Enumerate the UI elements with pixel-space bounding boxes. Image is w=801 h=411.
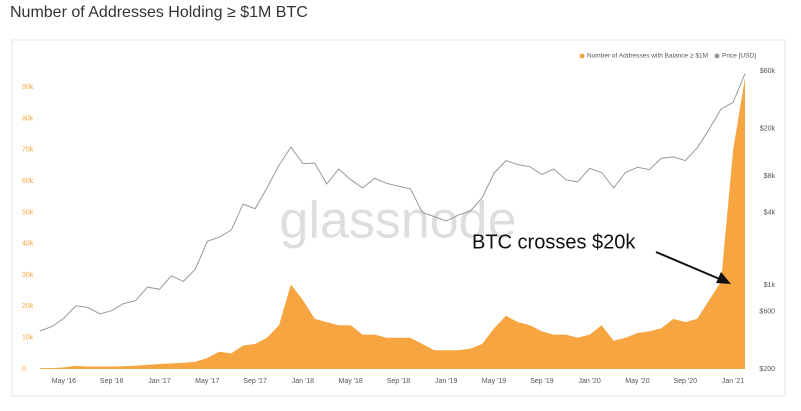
y-tick-label: 70k	[22, 147, 34, 154]
y2-tick-label: $8k	[764, 173, 776, 180]
chart-frame	[11, 39, 786, 397]
watermark: glassnode	[279, 192, 516, 250]
x-tick-label: Jan '18	[292, 378, 314, 385]
x-tick-label: Jan '20	[578, 378, 600, 385]
y2-tick-label: $60k	[760, 68, 776, 75]
x-tick-label: Sep '18	[387, 378, 411, 385]
y-tick-label: 80k	[22, 115, 34, 122]
y-tick-label: 40k	[22, 241, 34, 248]
x-tick-label: May '20	[625, 378, 649, 385]
annotation: BTC crosses $20k	[472, 231, 636, 253]
legend-swatch	[579, 53, 585, 59]
x-tick-label: May '17	[195, 378, 219, 385]
y-tick-label: 90k	[22, 84, 34, 91]
x-tick-label: May '19	[482, 378, 506, 385]
y-tick-label: 50k	[22, 209, 34, 216]
area	[40, 77, 745, 370]
y2-tick-label: $20k	[760, 125, 776, 132]
y2-tick-label: $200	[759, 366, 775, 373]
legend-swatch	[714, 53, 720, 59]
y-tick-label: 20k	[22, 303, 34, 310]
y2-tick-label: $1k	[764, 282, 776, 289]
y-tick-label: 30k	[22, 272, 34, 279]
x-tick-label: Jan '17	[148, 378, 170, 385]
x-tick-label: Sep '19	[530, 378, 554, 385]
annotation-arrowhead	[716, 272, 731, 284]
x-tick-label: Sep '16	[100, 378, 124, 385]
y2-tick-label: $600	[759, 308, 775, 315]
legend-label: Price [USD]	[722, 53, 756, 60]
x-tick-label: Jan '21	[722, 378, 744, 385]
x-tick-label: May '16	[52, 378, 76, 385]
y-tick-label: 60k	[22, 178, 34, 185]
y-tick-label: 0	[22, 366, 26, 373]
x-tick-label: Sep '17	[243, 378, 267, 385]
x-tick-label: Jan '19	[435, 378, 457, 385]
x-tick-label: May '18	[339, 378, 363, 385]
legend-label: Number of Addresses with Balance ≥ $1M	[587, 53, 708, 60]
x-tick-label: Sep '20	[673, 378, 697, 385]
chart-title: Number of Addresses Holding ≥ $1M BTC	[10, 4, 308, 21]
annotation-arrow	[655, 251, 723, 281]
y2-tick-label: $4k	[764, 209, 776, 216]
y-tick-label: 10k	[22, 335, 34, 342]
price-line	[39, 73, 746, 332]
